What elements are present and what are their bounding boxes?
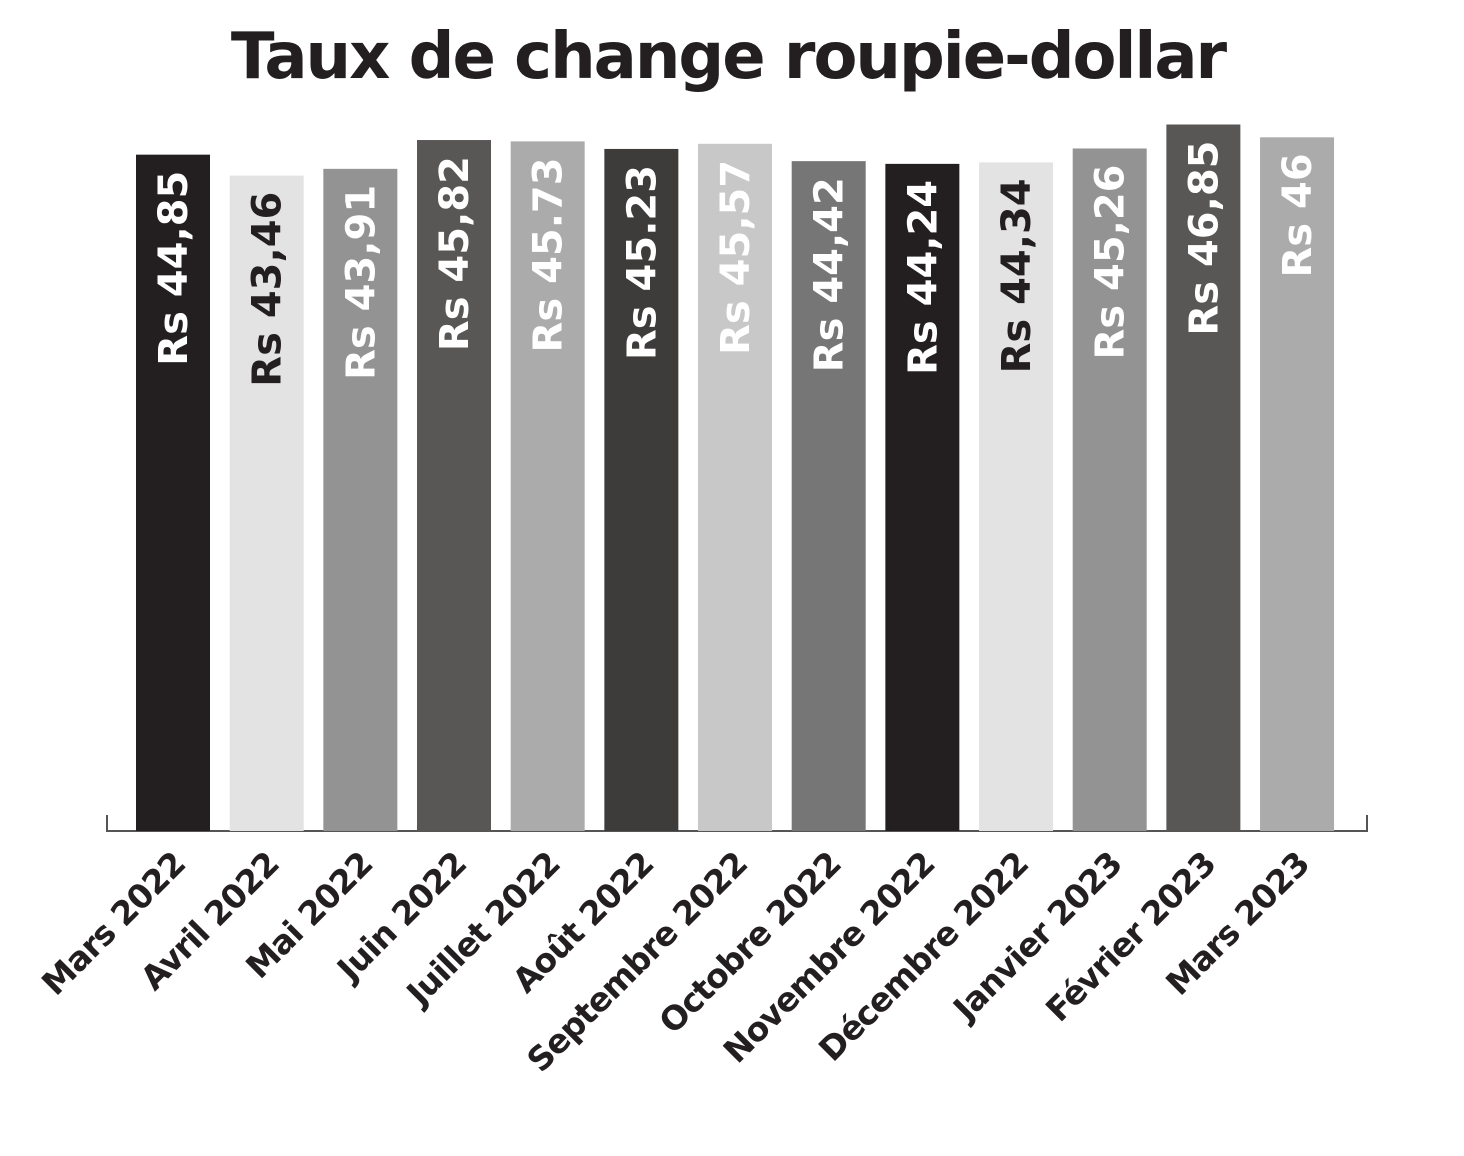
value-label: Rs 45,26 [1088,164,1134,359]
value-label: Rs 45.23 [619,165,665,360]
bar [136,154,210,832]
bar [1260,137,1335,831]
chart-title: Taux de change roupie-dollar [231,20,1228,94]
value-label: Rs 43,91 [338,185,384,380]
value-label: Rs 44,34 [994,178,1040,373]
bar [1072,148,1147,832]
bar [698,143,773,832]
bar [229,175,304,832]
bar [323,168,398,831]
value-label: Rs 44,24 [900,180,946,375]
bar [604,148,679,832]
value-label: Rs 43,46 [245,192,291,387]
bar [791,161,866,832]
value-label: Rs 45,82 [432,156,478,351]
bar [979,162,1054,832]
value-label: Rs 46 [1275,153,1321,277]
value-label: Rs 46,85 [1181,141,1227,336]
value-label: Rs 45,57 [713,160,759,355]
value-label: Rs 44,42 [807,177,853,372]
bar [885,163,960,832]
bar [417,140,492,831]
value-label: Rs 45.73 [526,157,572,352]
bar [1166,124,1241,831]
bar [510,141,585,831]
value-label: Rs 44,85 [151,171,197,366]
